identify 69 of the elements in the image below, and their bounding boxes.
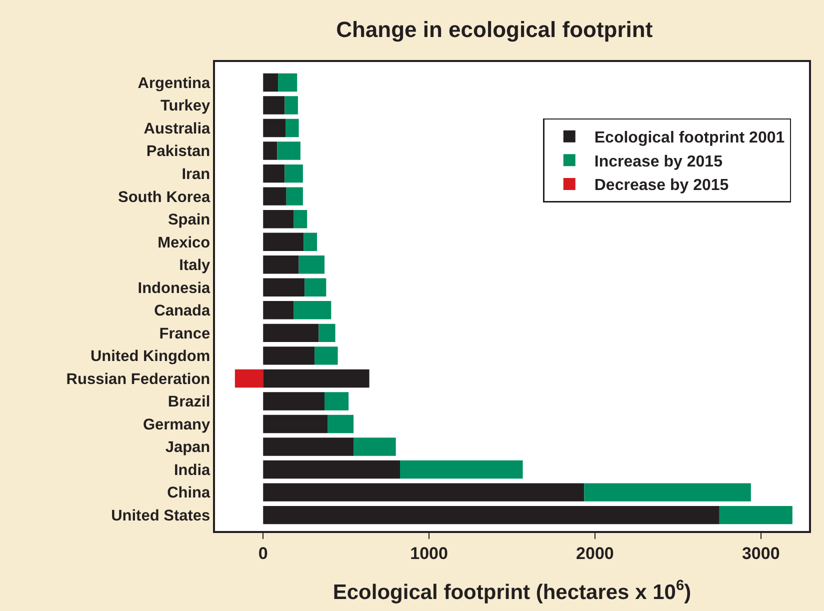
bar xyxy=(263,506,720,524)
legend-label: Increase by 2015 xyxy=(594,153,723,170)
bar xyxy=(318,324,336,342)
bar xyxy=(263,483,584,502)
bar xyxy=(263,414,328,434)
bar xyxy=(294,301,332,320)
bar xyxy=(304,278,326,296)
bar xyxy=(400,460,523,479)
y-tick-label: Australia xyxy=(144,120,211,138)
bar xyxy=(284,164,303,183)
bar xyxy=(298,256,325,274)
bar xyxy=(263,460,400,479)
y-tick-label: South Korea xyxy=(118,188,211,206)
y-tick-label: United Kingdom xyxy=(90,348,210,366)
bar xyxy=(263,187,286,206)
y-tick-label: United States xyxy=(111,507,210,524)
bar xyxy=(284,96,298,114)
bar xyxy=(263,278,305,296)
bar xyxy=(584,483,751,502)
x-axis-title: Ecological footprint (hectares x 10$^{6}$) xyxy=(332,578,692,604)
x-tick-label: 1000 xyxy=(410,544,448,564)
y-tick-label: Turkey xyxy=(160,98,211,115)
bar xyxy=(286,187,303,206)
y-tick-label: Brazil xyxy=(168,394,210,411)
y-tick-label: Indonesia xyxy=(138,280,211,297)
y-tick-label: Mexico xyxy=(158,234,210,252)
y-tick-label: Pakistan xyxy=(146,143,210,160)
x-tick-label: 3000 xyxy=(742,544,780,564)
y-tick-label: France xyxy=(159,325,211,342)
bar xyxy=(234,369,264,388)
chart-title: Change in ecological footprint xyxy=(336,16,654,42)
bar xyxy=(263,96,285,114)
bar xyxy=(263,324,319,342)
x-tick-label: 0 xyxy=(258,544,268,564)
bar xyxy=(324,392,349,410)
bar xyxy=(263,256,299,274)
bar xyxy=(286,118,299,138)
legend-label: Decrease by 2015 xyxy=(594,177,729,194)
y-tick-label: China xyxy=(167,484,211,502)
bar xyxy=(294,210,308,228)
bar xyxy=(263,369,370,388)
bar xyxy=(719,506,792,524)
bar xyxy=(263,164,285,183)
bar xyxy=(263,210,294,228)
bar xyxy=(263,346,315,365)
y-tick-label: Japan xyxy=(165,439,210,456)
bar xyxy=(277,142,300,160)
y-tick-label: Argentina xyxy=(138,74,211,92)
bar xyxy=(278,73,298,92)
y-tick-label: Germany xyxy=(142,416,211,434)
bar xyxy=(263,118,286,138)
bar xyxy=(263,232,304,251)
y-tick-label: Canada xyxy=(154,302,211,320)
bar xyxy=(263,142,278,160)
x-tick-label: 2000 xyxy=(576,544,614,564)
y-tick-label: Spain xyxy=(168,212,210,229)
y-tick-label: India xyxy=(174,462,211,479)
bar xyxy=(314,346,338,365)
bar xyxy=(328,414,354,434)
bar xyxy=(263,73,278,92)
bar xyxy=(263,438,354,456)
legend-label: Ecological footprint 2001 xyxy=(594,130,785,147)
bar xyxy=(263,301,294,320)
y-tick-label: Iran xyxy=(182,166,210,183)
y-tick-label: Italy xyxy=(179,257,211,274)
bar xyxy=(304,232,318,251)
bar xyxy=(354,438,396,456)
y-tick-label: Russian Federation xyxy=(66,370,210,388)
bar xyxy=(263,392,325,410)
